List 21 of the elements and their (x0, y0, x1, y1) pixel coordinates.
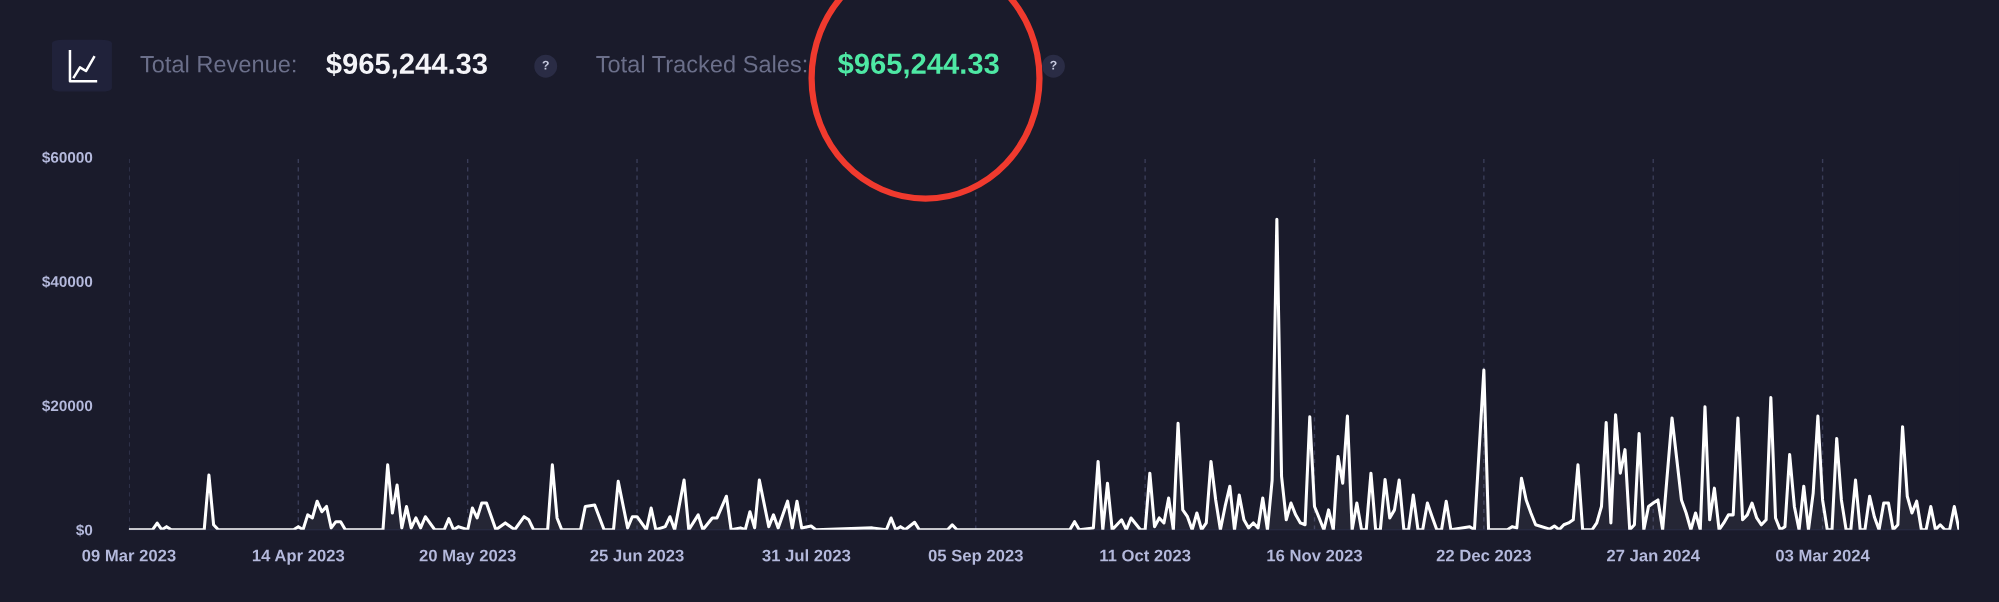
text: Total Revenue: (140, 55, 296, 73)
x-tick-label: 05 Sep 2023 (928, 549, 1023, 565)
text: ? (1050, 60, 1057, 70)
x-tick-label: 16 Nov 2023 (1267, 549, 1363, 562)
x-tick-label: 27 Jan 2024 (1607, 549, 1700, 562)
text: $965,244.33 (326, 52, 487, 79)
x-tick-label: 03 Mar 2024 (1775, 549, 1870, 562)
x-tick-label: 14 Apr 2023 (252, 549, 345, 565)
y-tick-label: $60000 (42, 151, 93, 164)
text: Total Tracked Sales: (596, 55, 807, 73)
y-tick-label: $0 (76, 523, 93, 537)
text: ? (542, 60, 549, 70)
x-tick-label: 31 Jul 2023 (762, 549, 851, 562)
x-tick-label: 20 May 2023 (419, 549, 516, 565)
y-tick-label: $20000 (42, 399, 93, 413)
x-tick-label: 22 Dec 2023 (1436, 549, 1531, 562)
x-tick-label: 09 Mar 2023 (82, 549, 176, 562)
y-tick-label: $40000 (42, 275, 93, 288)
x-tick-label: 11 Oct 2023 (1100, 549, 1191, 562)
text: $965,244.33 (837, 52, 999, 79)
x-tick-label: 25 Jun 2023 (590, 549, 684, 562)
